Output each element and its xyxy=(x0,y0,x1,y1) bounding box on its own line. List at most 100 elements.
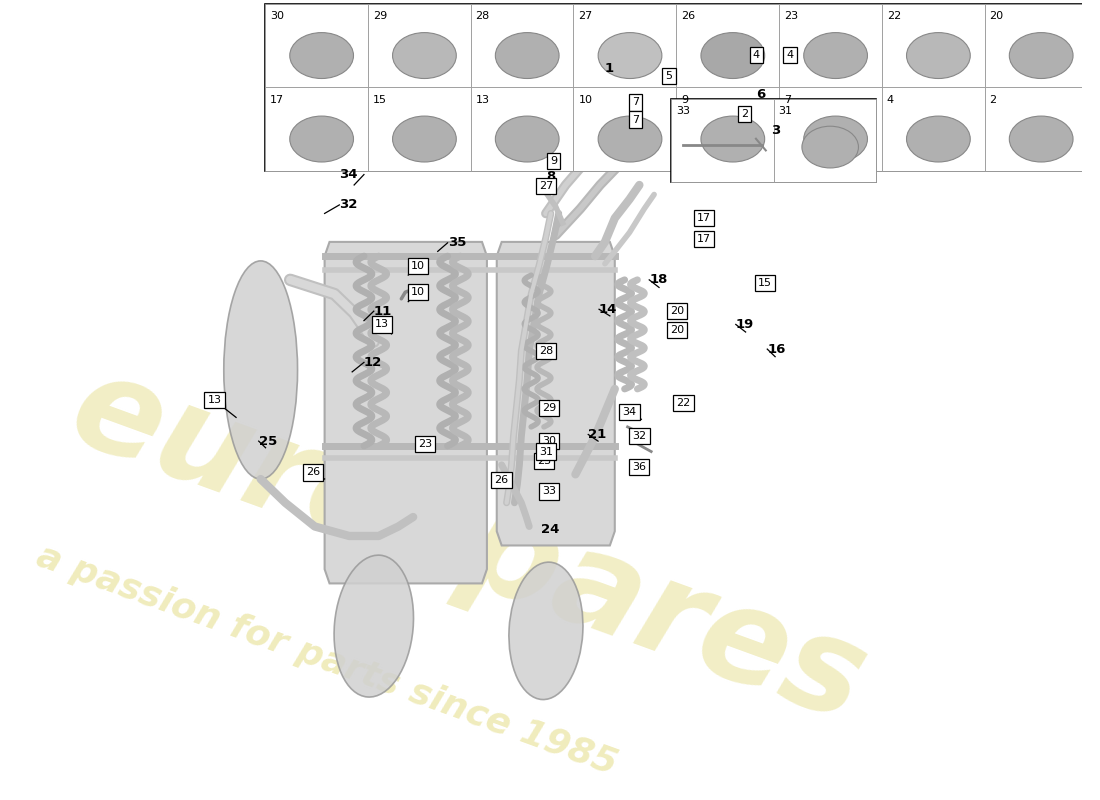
Text: 18: 18 xyxy=(649,274,668,286)
Text: 20: 20 xyxy=(990,11,1003,22)
Bar xyxy=(265,87,367,170)
Text: 29: 29 xyxy=(373,11,387,22)
Polygon shape xyxy=(359,81,454,109)
Ellipse shape xyxy=(393,116,456,162)
Text: 7: 7 xyxy=(631,98,639,107)
Polygon shape xyxy=(497,242,615,546)
Text: 3: 3 xyxy=(771,125,780,138)
Text: 25: 25 xyxy=(258,434,277,448)
Text: 11: 11 xyxy=(374,305,392,318)
Bar xyxy=(779,4,882,87)
Ellipse shape xyxy=(701,33,764,78)
Text: 17: 17 xyxy=(270,95,284,105)
Text: 15: 15 xyxy=(758,278,772,288)
Circle shape xyxy=(348,126,361,139)
Bar xyxy=(573,87,676,170)
Text: 23: 23 xyxy=(537,456,551,466)
Text: 26: 26 xyxy=(306,467,320,478)
Text: 21: 21 xyxy=(588,428,606,441)
Text: 31: 31 xyxy=(779,106,793,116)
Ellipse shape xyxy=(223,261,298,479)
Circle shape xyxy=(340,119,367,146)
Text: 17: 17 xyxy=(697,213,712,223)
Polygon shape xyxy=(334,78,492,112)
Text: 13: 13 xyxy=(475,95,490,105)
Bar xyxy=(676,4,779,87)
Polygon shape xyxy=(324,242,487,583)
Text: 33: 33 xyxy=(675,106,690,116)
Text: 27: 27 xyxy=(539,181,553,191)
Bar xyxy=(671,98,773,182)
Ellipse shape xyxy=(509,562,583,699)
Text: 8: 8 xyxy=(546,170,556,183)
Text: 22: 22 xyxy=(887,11,901,22)
Text: 13: 13 xyxy=(375,319,388,330)
Text: 1: 1 xyxy=(605,62,614,75)
Text: 30: 30 xyxy=(270,11,284,22)
Text: 22: 22 xyxy=(676,398,691,408)
Text: 2: 2 xyxy=(990,95,997,105)
Text: 19: 19 xyxy=(736,318,754,331)
Ellipse shape xyxy=(802,126,858,168)
Text: 5: 5 xyxy=(666,71,672,81)
Text: 16: 16 xyxy=(768,342,785,355)
Text: 33: 33 xyxy=(542,486,556,496)
Ellipse shape xyxy=(334,555,414,697)
Text: a passion for parts since 1985: a passion for parts since 1985 xyxy=(33,539,623,782)
Text: 12: 12 xyxy=(364,356,382,369)
Text: 7: 7 xyxy=(631,114,639,125)
Text: 24: 24 xyxy=(541,523,560,536)
Ellipse shape xyxy=(804,33,868,78)
Text: 32: 32 xyxy=(632,431,647,442)
Text: 27: 27 xyxy=(579,11,593,22)
Text: 26: 26 xyxy=(681,11,695,22)
Text: 15: 15 xyxy=(373,95,387,105)
Text: 28: 28 xyxy=(539,346,553,356)
Ellipse shape xyxy=(701,116,764,162)
Bar xyxy=(367,87,471,170)
Ellipse shape xyxy=(906,116,970,162)
Text: 35: 35 xyxy=(448,236,466,250)
Text: 20: 20 xyxy=(670,306,684,316)
Text: 10: 10 xyxy=(579,95,593,105)
Bar xyxy=(471,87,573,170)
Bar xyxy=(471,4,573,87)
Text: 20: 20 xyxy=(670,325,684,335)
Text: 10: 10 xyxy=(411,287,425,297)
Text: 6: 6 xyxy=(757,88,766,102)
Polygon shape xyxy=(315,109,497,136)
Text: 4: 4 xyxy=(887,95,894,105)
Bar xyxy=(773,98,877,182)
Bar xyxy=(882,87,984,170)
Bar xyxy=(290,11,502,144)
Bar xyxy=(265,4,367,87)
Text: 4: 4 xyxy=(786,50,793,60)
Text: 10: 10 xyxy=(411,261,425,270)
Text: eurospares: eurospares xyxy=(54,344,882,749)
Ellipse shape xyxy=(598,116,662,162)
Text: 31: 31 xyxy=(539,446,553,457)
Ellipse shape xyxy=(906,33,970,78)
Text: 2: 2 xyxy=(741,109,748,119)
Text: 9: 9 xyxy=(550,156,558,166)
Text: 23: 23 xyxy=(418,439,432,449)
Text: 7: 7 xyxy=(784,95,791,105)
Bar xyxy=(984,4,1088,87)
Bar xyxy=(671,98,877,182)
Bar xyxy=(573,4,676,87)
Ellipse shape xyxy=(598,33,662,78)
Bar xyxy=(882,4,984,87)
Bar xyxy=(779,87,882,170)
Circle shape xyxy=(465,123,478,137)
Bar xyxy=(265,4,1088,170)
Text: 17: 17 xyxy=(697,234,712,244)
Text: 34: 34 xyxy=(340,168,358,181)
Text: 26: 26 xyxy=(495,475,508,485)
Text: 14: 14 xyxy=(600,302,617,316)
Bar xyxy=(984,87,1088,170)
Text: 30: 30 xyxy=(542,436,556,446)
Text: 13: 13 xyxy=(208,395,221,406)
Text: 28: 28 xyxy=(475,11,490,22)
Ellipse shape xyxy=(289,116,353,162)
Text: 4: 4 xyxy=(752,50,760,60)
